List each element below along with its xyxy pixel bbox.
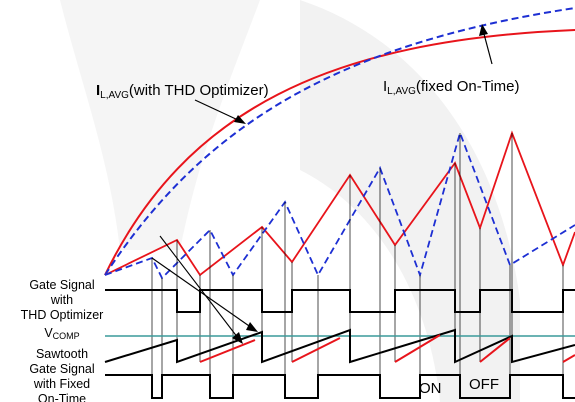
annotation-thd-avg: IL,AVG(with THD Optimizer) [96, 82, 269, 101]
annotation-thd-avg-sub: L,AVG [100, 90, 129, 101]
gate-signal-thd [105, 289, 575, 313]
label-gate-fixed-line1: Gate Signal [29, 362, 94, 376]
label-on: ON [419, 380, 442, 397]
label-gate-thd-line3: THD Optimizer [21, 308, 104, 322]
iavg-fixed-curve [104, 7, 575, 276]
label-gate-fixed-line3: On-Time [38, 392, 86, 402]
inductor-current-fixed [104, 130, 575, 280]
annotation-fixed-avg-sub: L,AVG [387, 86, 416, 97]
sawtooth-thd-ramps [199, 334, 575, 363]
label-gate-thd-line2: with [50, 293, 73, 307]
label-vcomp-sub: COMP [53, 331, 80, 341]
crossing-arrowhead-1 [246, 322, 258, 332]
label-gate-fixed-line2: with Fixed [33, 377, 90, 391]
iavg-thd-curve [104, 29, 575, 276]
annotation-thd-avg-rest: (with THD Optimizer) [129, 82, 269, 99]
label-gate-thd-line1: Gate Signal [29, 278, 94, 292]
label-off: OFF [469, 376, 499, 393]
crossing-arrows [151, 235, 253, 339]
gate-signal-fixed [105, 374, 575, 399]
background-watermark [60, 0, 520, 402]
label-vcomp-main: V [44, 326, 53, 340]
annotation-thd-avg-main: I [96, 82, 100, 99]
inductor-current-thd [104, 130, 575, 277]
crossing-arrowhead-2 [232, 332, 243, 344]
sawtooth-waveform [104, 328, 575, 364]
label-sawtooth: Sawtooth [36, 347, 88, 361]
annotation-fixed-avg: IL,AVG(fixed On-Time) [383, 78, 520, 97]
label-vcomp: VCOMP [44, 326, 79, 341]
fixed-callout-arrow [479, 24, 493, 65]
watermark-shape-2 [60, 0, 260, 250]
annotation-fixed-avg-rest: (fixed On-Time) [416, 78, 520, 95]
watermark-shape [300, 0, 520, 402]
thd-callout-arrow [194, 99, 246, 124]
annotation-fixed-avg-main: I [383, 78, 387, 95]
